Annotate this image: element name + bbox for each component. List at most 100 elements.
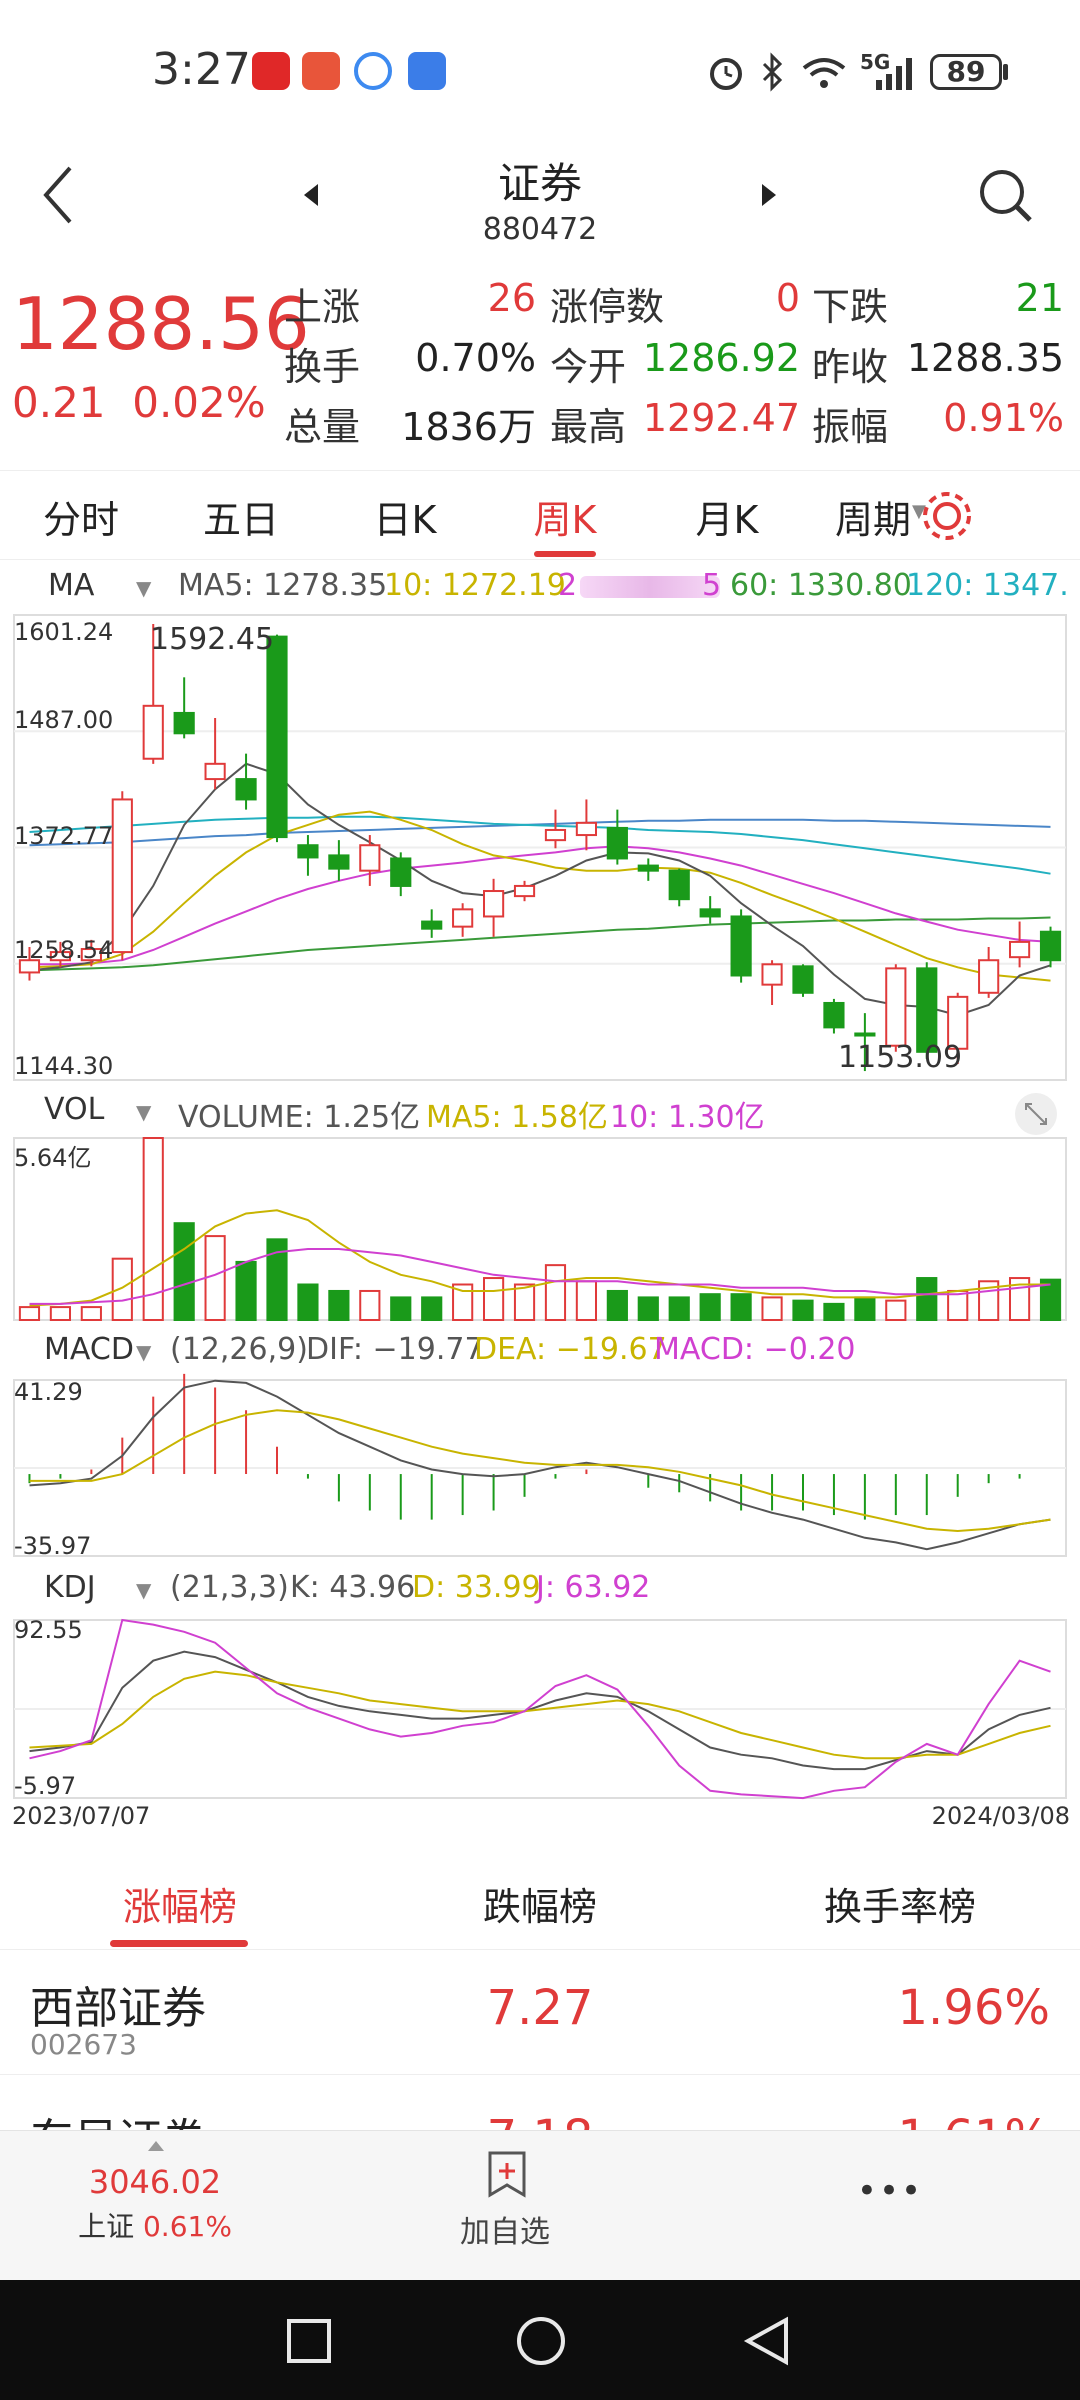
wifi-icon	[802, 58, 846, 88]
volume-bar	[173, 1222, 195, 1321]
date-axis-start: 2023/07/07	[12, 1802, 151, 1830]
vol-dropdown-icon[interactable]: ▼	[136, 1100, 152, 1124]
tab-gainers[interactable]: 涨幅榜	[122, 1885, 237, 1929]
ma60-line	[29, 916, 1051, 972]
alarm-icon	[710, 58, 742, 90]
tab-period-5[interactable]: 周期	[834, 498, 911, 542]
search-icon[interactable]	[976, 166, 1036, 226]
expand-icon[interactable]	[1012, 1092, 1060, 1136]
ma-indicator-label[interactable]: MA	[48, 568, 95, 603]
index-summary[interactable]: 上证 0.61%	[60, 2205, 250, 2245]
volume-bar	[885, 1299, 907, 1322]
back-icon[interactable]	[36, 160, 80, 230]
volume-bar	[947, 1289, 969, 1322]
ma20-obscured	[580, 576, 720, 598]
volume-bar	[421, 1296, 443, 1322]
macd-indicator-label[interactable]: MACD	[44, 1332, 134, 1367]
stock-price: 7.18	[440, 2110, 640, 2130]
candle-body	[1039, 930, 1062, 962]
change-percent: 0.02%	[132, 378, 266, 427]
volume-bar	[49, 1306, 72, 1322]
change-value: 0.21	[12, 378, 106, 427]
candle-body	[297, 844, 319, 859]
next-stock-icon[interactable]	[756, 180, 780, 210]
candle-body	[235, 778, 257, 801]
recent-apps-icon[interactable]	[284, 2316, 334, 2366]
volume-bar	[513, 1283, 536, 1321]
ma-dropdown-icon[interactable]: ▼	[136, 576, 152, 600]
index-value[interactable]: 3046.02	[88, 2163, 222, 2201]
tab-period-4[interactable]: 月K	[695, 498, 759, 542]
tab-period-2[interactable]: 日K	[373, 498, 437, 542]
candle-body	[699, 908, 721, 918]
ma5-value: MA5: 1278.35	[178, 568, 388, 603]
candle-body	[544, 828, 567, 842]
kdj-j-value: J: 63.92	[536, 1570, 651, 1605]
macd-value: MACD: −0.20	[654, 1332, 856, 1367]
kdj-dropdown-icon[interactable]: ▼	[136, 1578, 152, 1602]
quote-stat-label: 总量	[284, 405, 361, 449]
tab-period-3[interactable]: 周K	[533, 498, 597, 542]
candle-body	[575, 821, 598, 837]
macd-params: (12,26,9)	[170, 1332, 308, 1367]
vol-indicator-label[interactable]: VOL	[44, 1092, 105, 1127]
candle-body	[482, 890, 505, 918]
more-menu-button[interactable]: •••	[856, 2171, 924, 2211]
candle-body	[18, 959, 41, 974]
volume-bar	[761, 1296, 783, 1322]
vol-ma5-line	[29, 1209, 1051, 1307]
macd-dropdown-icon[interactable]: ▼	[136, 1340, 152, 1364]
ranking-row[interactable]: 西部证券 002673 7.27 1.96%	[0, 1960, 1080, 2075]
back-nav-icon[interactable]	[742, 2314, 792, 2368]
candle-body	[359, 844, 381, 872]
index-name: 上证	[78, 2210, 135, 2243]
candle-body	[730, 915, 752, 977]
volume-bar	[668, 1296, 690, 1322]
tab-losers[interactable]: 跌幅榜	[482, 1885, 597, 1929]
candle-body	[80, 948, 102, 962]
candle-body	[792, 965, 814, 994]
macd-dea-line	[29, 1409, 1051, 1533]
status-time: 3:27	[152, 44, 251, 95]
vol-axis-label: 5.64亿	[14, 1144, 92, 1172]
tab-period-1[interactable]: 五日	[202, 498, 279, 542]
volume-bar	[823, 1302, 845, 1321]
add-watchlist-button[interactable]: 加自选	[460, 2215, 550, 2250]
candle-body	[111, 798, 133, 954]
period-dropdown-icon[interactable]: ▼	[912, 501, 926, 522]
period-tabs: 分时 五日 日K 周K 月K 周期 ▼	[0, 470, 1080, 560]
expand-up-icon[interactable]	[146, 2139, 166, 2153]
battery-tip	[1003, 64, 1008, 80]
tab-period-0[interactable]: 分时	[42, 498, 119, 542]
quote-stat-label: 下跌	[812, 285, 889, 329]
volume-bar	[80, 1306, 102, 1322]
kdj-params: (21,3,3)	[170, 1570, 289, 1605]
volume-bar	[111, 1257, 133, 1321]
price-axis-label: 1487.00	[14, 706, 114, 734]
candle-body	[823, 1001, 845, 1029]
app-notification-icon	[408, 52, 446, 90]
quote-stat-label: 振幅	[812, 405, 889, 449]
add-watchlist-icon[interactable]	[484, 2149, 530, 2199]
search-notification-icon	[354, 52, 392, 90]
k-line-chart[interactable]	[0, 565, 1080, 1835]
macd-axis-label: -35.97	[14, 1532, 92, 1560]
vol-ma10-value: 10: 1.30亿	[610, 1100, 765, 1135]
volume-bar	[235, 1260, 257, 1322]
volume-bar	[854, 1296, 876, 1322]
volume-bar	[792, 1299, 814, 1322]
ranking-row[interactable]: 东吴证券 7.18 1.61%	[0, 2082, 1080, 2130]
kdj-indicator-label[interactable]: KDJ	[44, 1570, 96, 1605]
stock-header: 证券 880472	[0, 140, 1080, 270]
tab-turnover[interactable]: 换手率榜	[823, 1885, 976, 1929]
status-bar: 3:27 5G 89	[0, 0, 1080, 140]
quote-stat-label: 涨停数	[550, 285, 665, 329]
settings-gear-icon[interactable]	[912, 481, 982, 551]
previous-stock-icon[interactable]	[300, 180, 324, 210]
candle-body	[916, 967, 938, 1053]
candle-body	[142, 704, 164, 760]
price-axis-label: 1258.54	[14, 936, 114, 964]
app-notification-icon	[302, 52, 340, 90]
home-icon[interactable]	[514, 2314, 568, 2368]
candle-body	[978, 959, 1000, 994]
